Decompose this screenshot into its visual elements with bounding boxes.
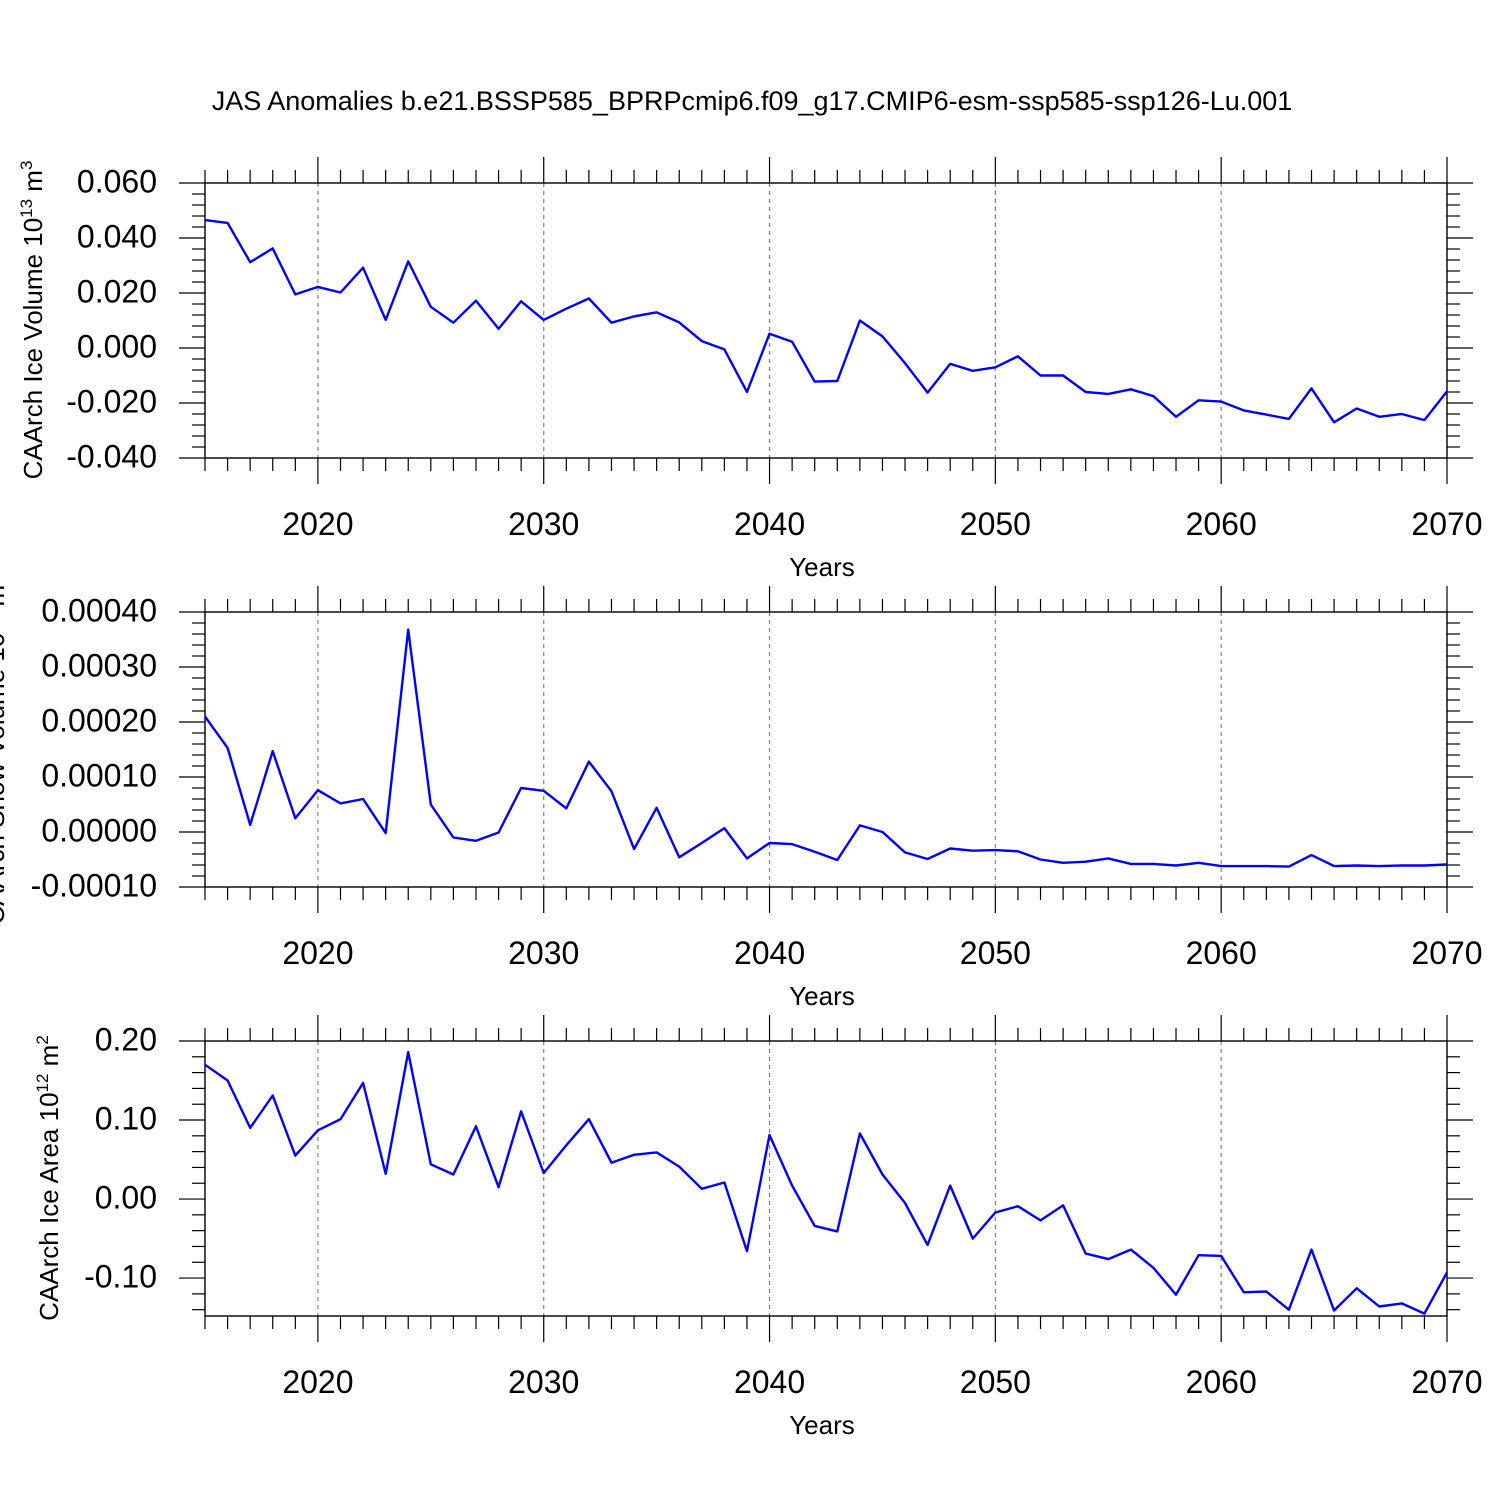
x-tick-label: 2030 — [508, 935, 579, 971]
y-tick-label: -0.00010 — [31, 867, 157, 903]
panel-1: -0.040 -0.020 0.000 0.020 0.040 0.060 2020 2030… — [17, 157, 1483, 582]
x-tick-label: 2070 — [1411, 506, 1482, 542]
y-tick-label: 0.00020 — [41, 702, 157, 738]
y-tick-label: 0.060 — [77, 163, 157, 199]
x-axis-label: Years — [789, 981, 855, 1011]
plot-frame — [204, 182, 1448, 459]
plot-frame — [204, 1040, 1448, 1317]
x-axis-label: Years — [789, 552, 855, 582]
x-tick-label: 2070 — [1411, 1364, 1482, 1400]
series-line — [204, 1050, 1449, 1315]
y-tick-label: -0.040 — [66, 438, 157, 474]
x-tick-label: 2050 — [960, 935, 1031, 971]
x-tick-label: 2070 — [1411, 935, 1482, 971]
x-tick-label: 2020 — [282, 506, 353, 542]
series-line — [204, 218, 1448, 424]
panel-3: -0.10 0.00 0.10 0.20 2020 2030 2040 2050 2060 207… — [33, 1015, 1483, 1440]
y-tick-label: 0.040 — [77, 218, 157, 254]
x-tick-label: 2060 — [1186, 506, 1257, 542]
figure-title: JAS Anomalies b.e21.BSSP585_BPRPcmip6.f0… — [212, 86, 1293, 116]
y-tick-label: 0.10 — [95, 1100, 157, 1136]
x-tick-label: 2040 — [734, 506, 805, 542]
y-tick-label: 0.00000 — [41, 812, 157, 848]
panel-2: -0.00010 0.00000 0.00010 0.00020 0.00030 0.00… — [0, 575, 1483, 1011]
y-axis-label: CAArch Ice Area 1012 m2 — [33, 1035, 64, 1321]
x-axis-label: Years — [789, 1410, 855, 1440]
y-tick-label: -0.10 — [84, 1259, 157, 1295]
y-tick-label: 0.00040 — [41, 592, 157, 628]
x-tick-label: 2040 — [734, 1364, 805, 1400]
y-tick-label: 0.020 — [77, 273, 157, 309]
y-tick-label: 0.000 — [77, 328, 157, 364]
y-axis-label: CAArch Snow Volume 1013 m3 — [0, 575, 10, 924]
x-tick-label: 2040 — [734, 935, 805, 971]
y-axis-label: CAArch Ice Volume 1013 m3 — [17, 161, 48, 480]
y-tick-label: 0.20 — [95, 1021, 157, 1057]
x-tick-label: 2030 — [508, 1364, 579, 1400]
x-tick-label: 2060 — [1186, 935, 1257, 971]
plot-frame — [204, 611, 1448, 888]
series-line — [204, 628, 1448, 868]
x-tick-label: 2060 — [1186, 1364, 1257, 1400]
x-tick-label: 2020 — [282, 935, 353, 971]
y-tick-label: 0.00010 — [41, 757, 157, 793]
y-tick-label: 0.00 — [95, 1179, 157, 1215]
y-tick-label: -0.020 — [66, 383, 157, 419]
x-tick-label: 2020 — [282, 1364, 353, 1400]
x-tick-label: 2050 — [960, 1364, 1031, 1400]
y-tick-label: 0.00030 — [41, 647, 157, 683]
x-tick-label: 2030 — [508, 506, 579, 542]
x-tick-label: 2050 — [960, 506, 1031, 542]
